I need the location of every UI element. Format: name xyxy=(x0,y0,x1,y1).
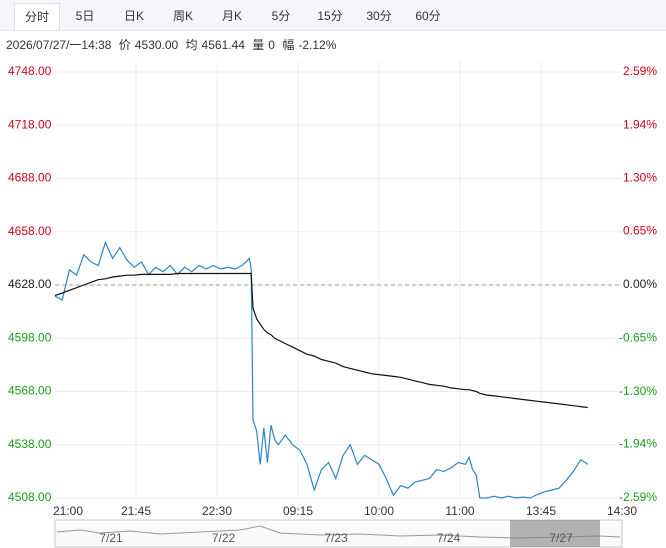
navigator-window[interactable] xyxy=(510,520,600,547)
info-value: 0 xyxy=(268,38,275,52)
price-line xyxy=(54,240,589,499)
y-tick-label: 4508.00 xyxy=(8,490,52,504)
info-label: 价 xyxy=(118,38,131,52)
y2-tick-label: 1.30% xyxy=(623,170,657,184)
navigator-date: 7/24 xyxy=(437,531,461,545)
tab[interactable]: 月K xyxy=(221,9,242,23)
x-tick-label: 22:30 xyxy=(202,504,232,518)
x-tick-label: 21:00 xyxy=(53,504,83,518)
y2-tick-label: 0.65% xyxy=(623,224,657,238)
y-tick-label: 4748.00 xyxy=(8,64,52,78)
tab[interactable]: 5分 xyxy=(271,9,291,23)
navigator-date: 7/27 xyxy=(549,531,573,545)
x-tick-label: 13:45 xyxy=(526,504,556,518)
x-tick-label: 21:45 xyxy=(121,504,151,518)
x-tick-label: 11:00 xyxy=(445,504,474,518)
y-tick-label: 4688.00 xyxy=(8,171,52,185)
y2-tick-label: -1.94% xyxy=(619,437,657,451)
tab-bar: 分时 5日 日K 周K 月K 5分 15分 30分 60分 xyxy=(0,0,666,31)
y2-tick-label: 2.59% xyxy=(623,64,657,78)
tab[interactable]: 日K xyxy=(123,9,144,23)
navigator-date: 7/23 xyxy=(324,531,348,545)
y2-tick-label: -2.59% xyxy=(619,490,657,504)
tab[interactable]: 15分 xyxy=(317,9,343,23)
x-tick-label: 14:30 xyxy=(607,504,637,518)
navigator-date: 7/22 xyxy=(212,531,236,545)
tab[interactable]: 分时 xyxy=(14,3,60,30)
y2-tick-label: -1.30% xyxy=(619,384,657,398)
y-tick-label: 4538.00 xyxy=(8,437,52,451)
tab[interactable]: 30分 xyxy=(366,9,392,23)
y-tick-label: 4568.00 xyxy=(8,384,52,398)
x-tick-label: 09:15 xyxy=(283,504,313,518)
info-value: 4561.44 xyxy=(201,38,245,52)
tab[interactable]: 60分 xyxy=(415,9,441,23)
info-value: -2.12% xyxy=(298,38,337,52)
price-line xyxy=(54,272,588,409)
y-tick-label: 4598.00 xyxy=(8,330,52,344)
y2-tick-label: -0.65% xyxy=(619,331,657,345)
x-tick-label: 10:00 xyxy=(364,504,394,518)
y2-tick-label: 0.00% xyxy=(623,277,657,291)
y-tick-label: 4658.00 xyxy=(8,224,52,238)
y2-tick-label: 1.94% xyxy=(623,118,657,132)
info-label: 幅 xyxy=(282,38,295,52)
info-label: 均 xyxy=(185,38,198,52)
navigator-date: 7/21 xyxy=(99,531,123,545)
tab[interactable]: 5日 xyxy=(75,9,95,23)
info-value: 4530.00 xyxy=(134,38,179,52)
info-label: 量 xyxy=(252,38,265,52)
tab[interactable]: 周K xyxy=(172,9,193,23)
y-tick-label: 4718.00 xyxy=(8,117,52,131)
info-time: 2026/07/27/一14:38 xyxy=(6,38,112,52)
y-tick-label: 4628.00 xyxy=(8,277,52,291)
